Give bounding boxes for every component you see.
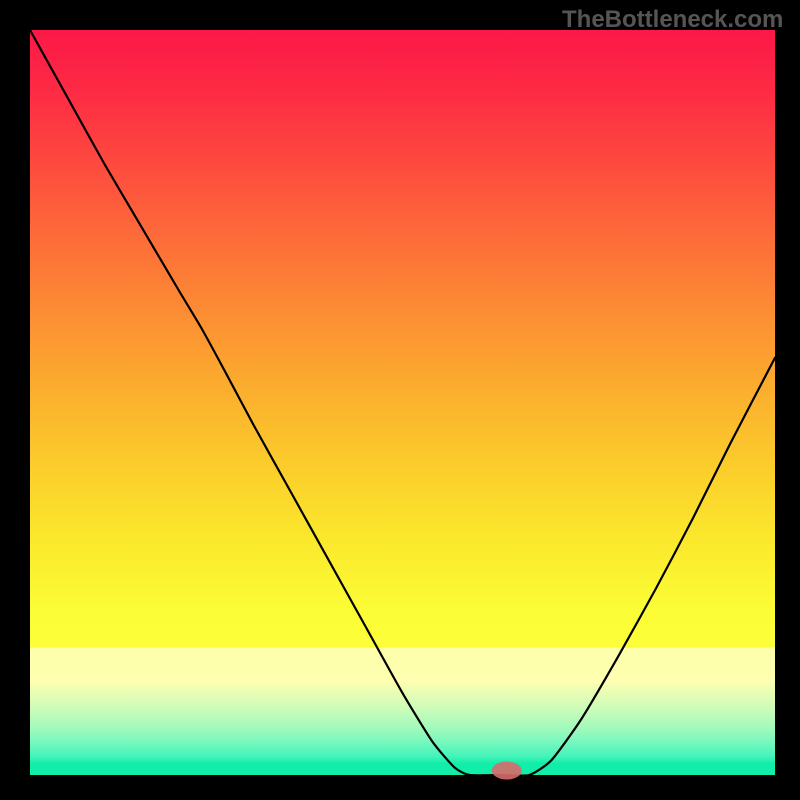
- watermark-label: TheBottleneck.com: [562, 6, 783, 34]
- plot-background: [30, 30, 775, 775]
- chart-canvas: TheBottleneck.com: [0, 0, 800, 800]
- optimal-marker: [492, 762, 522, 780]
- bottleneck-chart: [0, 0, 800, 800]
